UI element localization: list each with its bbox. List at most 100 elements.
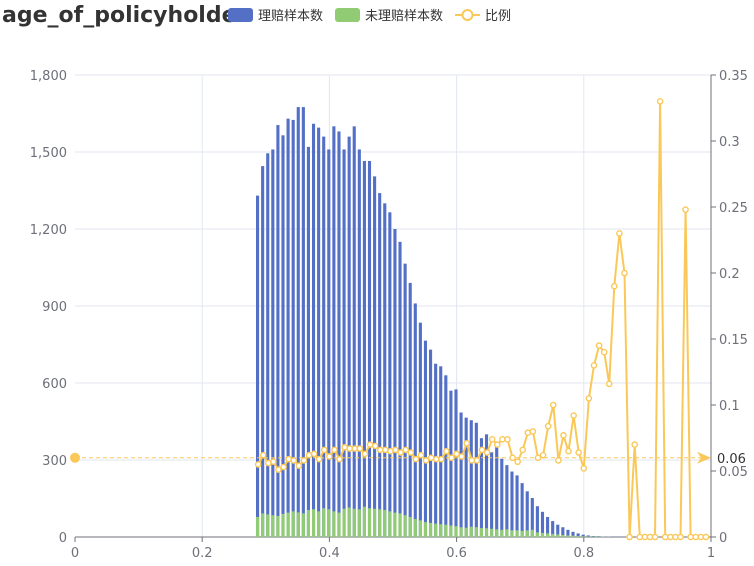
legend-item-ratio[interactable]: 比例: [455, 5, 511, 24]
ratio-point: [483, 449, 491, 456]
bar-claims: [342, 149, 346, 537]
bar-claims: [546, 516, 550, 537]
y-right-tick-label: 0.15: [719, 333, 748, 348]
ratio-point: [438, 455, 445, 463]
bar-claims: [444, 375, 448, 537]
bar-no-claims: [591, 536, 595, 537]
y-left-tick-label: 600: [42, 377, 67, 392]
bar-claims: [281, 135, 285, 538]
legend-label-no-claims: 未理赔样本数: [365, 9, 444, 24]
ratio-point: [488, 436, 496, 443]
legend-label-claims: 理赔样本数: [258, 9, 324, 24]
ratio-point: [275, 466, 282, 473]
legend-item-no-claims[interactable]: 未理赔样本数: [335, 5, 443, 24]
bar-no-claims: [286, 512, 290, 537]
y-left-tick-label: 900: [42, 300, 67, 315]
ratio-point: [677, 533, 684, 541]
bar-claims: [428, 349, 433, 537]
bar-claims: [423, 340, 428, 537]
ratio-point: [397, 449, 404, 456]
ratio-point: [702, 533, 710, 541]
bar-claims: [398, 241, 402, 538]
bar-no-claims: [561, 534, 565, 537]
legend-swatch-ratio: [455, 8, 481, 21]
bar-claims: [556, 524, 560, 537]
bar-no-claims: [581, 536, 585, 537]
bar-claims: [500, 458, 504, 537]
ratio-point: [315, 455, 323, 463]
bar-claims: [408, 282, 412, 537]
bar-claims: [530, 497, 534, 537]
bar-claims: [510, 471, 514, 537]
bar-claims: [561, 527, 565, 537]
ratio-point: [524, 429, 532, 437]
bar-claims: [413, 303, 417, 537]
y-left-tick-label: 1,200: [30, 223, 67, 238]
bar-claims: [256, 195, 260, 537]
ratio-point: [509, 454, 516, 462]
bar-claims: [449, 390, 453, 537]
y-right-tick-label: 0.05: [719, 465, 748, 480]
bar-no-claims: [327, 509, 331, 537]
bar-claims: [322, 136, 326, 537]
bar-claims: [327, 149, 331, 537]
ratio-point: [504, 436, 511, 443]
ratio-point: [473, 457, 481, 464]
bar-claims: [490, 452, 494, 537]
x-tick-label: 0: [71, 546, 79, 561]
ratio-point: [575, 449, 583, 456]
ratio-point: [295, 462, 303, 470]
bar-no-claims: [393, 512, 397, 537]
reference-line-arrow: [697, 451, 711, 464]
bar-no-claims: [322, 508, 326, 537]
x-tick-label: 0.2: [192, 546, 213, 561]
ratio-point: [621, 269, 628, 277]
ratio-point: [361, 450, 369, 458]
bar-no-claims: [464, 527, 468, 537]
bar-no-claims: [271, 515, 275, 537]
bar-claims: [286, 118, 290, 537]
ratio-point: [549, 401, 557, 409]
ratio-point: [656, 98, 664, 105]
bar-no-claims: [490, 528, 494, 537]
ratio-point: [341, 443, 348, 451]
ratio-point: [254, 461, 262, 468]
y-right-tick-label: 0.1: [719, 399, 740, 414]
bar-no-claims: [484, 528, 489, 537]
bar-claims: [296, 107, 300, 537]
bar-no-claims: [434, 523, 438, 537]
ratio-point: [443, 447, 450, 455]
bar-claims: [495, 447, 499, 537]
ratio-point: [422, 457, 430, 464]
ratio-point: [529, 428, 537, 435]
ratio-point: [555, 457, 562, 464]
bar-no-claims: [500, 529, 504, 537]
bar-no-claims: [495, 529, 499, 537]
reference-line-label: 0.06: [717, 452, 746, 467]
ratio-point: [265, 459, 272, 467]
ratio-point: [412, 455, 420, 463]
bar-no-claims: [525, 530, 529, 537]
bar-no-claims: [398, 513, 402, 537]
ratio-point: [285, 455, 292, 463]
legend-item-claims[interactable]: 理赔样本数: [228, 5, 323, 24]
bar-claims: [505, 465, 509, 537]
legend-swatch-no-claims: [335, 7, 361, 22]
ratio-point: [417, 451, 425, 459]
bar-claims: [317, 127, 321, 537]
bar-claims: [393, 229, 397, 537]
bar-claims: [596, 536, 601, 537]
bar-no-claims: [505, 529, 509, 537]
ratio-point: [595, 342, 603, 349]
ratio-point: [356, 445, 364, 452]
bar-claims: [474, 422, 478, 537]
bar-claims: [291, 119, 295, 538]
ratio-point: [539, 451, 547, 459]
ratio-point: [336, 455, 343, 463]
ratio-point: [626, 533, 633, 541]
bar-claims: [515, 475, 519, 537]
bar-no-claims: [276, 515, 280, 537]
bar-no-claims: [510, 530, 514, 537]
bar-claims: [362, 160, 366, 537]
